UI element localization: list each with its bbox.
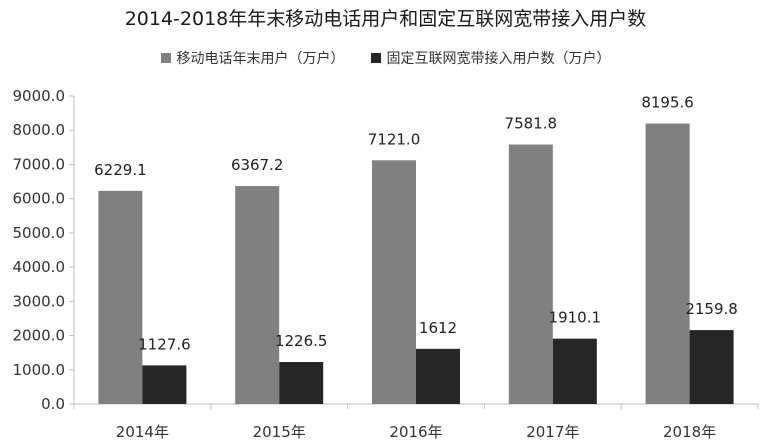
legend-item-mobile: 移动电话年末用户（万户） [160, 48, 345, 68]
x-tick-label: 2018年 [663, 423, 716, 441]
bar-mobile [372, 160, 416, 404]
legend: 移动电话年末用户（万户） 固定互联网宽带接入用户数（万户） [0, 48, 771, 68]
data-label-broadband: 1910.1 [549, 309, 602, 327]
y-tick-label: 5000.0 [13, 224, 66, 242]
y-tick-label: 1000.0 [13, 361, 66, 379]
x-tick-label: 2015年 [253, 423, 306, 441]
data-label-mobile: 7121.0 [368, 130, 421, 148]
bar-mobile [508, 144, 553, 405]
x-tick-label: 2017年 [526, 423, 579, 441]
bar-broadband [416, 348, 460, 404]
chart-title: 2014-2018年年末移动电话用户和固定互联网宽带接入用户数 [124, 8, 647, 30]
bar-broadband [279, 362, 324, 404]
data-label-broadband: 1226.5 [275, 332, 328, 350]
legend-label-broadband: 固定互联网宽带接入用户数（万户） [386, 51, 611, 67]
y-tick-label: 0.0 [41, 395, 65, 413]
legend-swatch-mobile [160, 53, 171, 63]
legend-swatch-broadband [370, 53, 381, 63]
x-tick-label: 2016年 [389, 423, 442, 441]
data-label-mobile: 6367.2 [231, 156, 284, 174]
data-label-broadband: 2159.8 [685, 300, 738, 318]
y-tick-label: 8000.0 [13, 121, 66, 139]
bar-broadband [142, 365, 187, 404]
legend-item-broadband: 固定互联网宽带接入用户数（万户） [370, 48, 611, 68]
y-tick-label: 9000.0 [13, 87, 66, 105]
data-label-mobile: 6229.1 [94, 161, 147, 179]
y-tick-label: 3000.0 [13, 292, 66, 310]
bar-mobile [235, 186, 280, 404]
data-label-mobile: 8195.6 [641, 94, 694, 112]
y-tick-label: 2000.0 [13, 327, 66, 345]
bar-broadband [552, 338, 597, 404]
data-label-broadband: 1612 [419, 319, 457, 337]
x-tick-label: 2014年 [116, 423, 169, 441]
y-tick-label: 4000.0 [13, 258, 66, 276]
y-tick-label: 7000.0 [13, 155, 66, 173]
bar-broadband [689, 330, 734, 404]
data-label-mobile: 7581.8 [505, 115, 558, 133]
data-label-broadband: 1127.6 [138, 335, 191, 353]
bar-mobile [98, 190, 143, 404]
bar-mobile [645, 123, 690, 405]
y-tick-label: 6000.0 [13, 190, 66, 208]
legend-label-mobile: 移动电话年末用户（万户） [176, 51, 345, 67]
